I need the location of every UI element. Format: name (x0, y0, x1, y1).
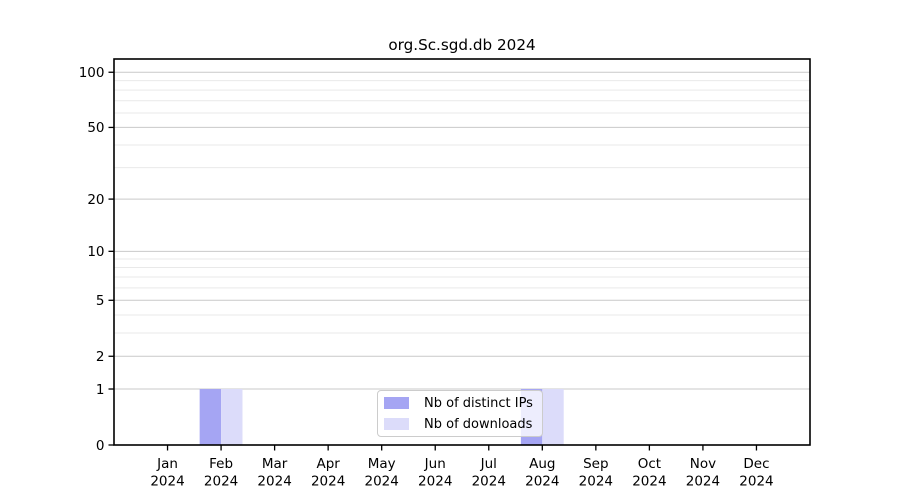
x-tick-label-month: Jul (480, 456, 497, 472)
x-tick-label-year: 2024 (632, 474, 666, 490)
plot-frame (113, 58, 811, 446)
x-tick-label-year: 2024 (150, 474, 184, 490)
y-tick-label: 2 (96, 349, 105, 365)
x-tick-label-month: Dec (743, 456, 769, 472)
x-tick-label-year: 2024 (739, 474, 773, 490)
y-tick-label: 0 (96, 438, 105, 454)
legend-swatch-distinct-ips-icon (384, 397, 409, 409)
y-tick-label: 5 (96, 293, 105, 309)
x-tick-label-year: 2024 (472, 474, 506, 490)
legend-label-distinct-ips: Nb of distinct IPs (424, 395, 533, 411)
y-tick-label: 50 (87, 120, 104, 136)
x-tick-label-month: Apr (316, 456, 340, 472)
x-tick-label-month: Jan (156, 456, 178, 472)
x-tick-label-year: 2024 (418, 474, 452, 490)
x-tick-label-year: 2024 (579, 474, 613, 490)
x-tick-label-year: 2024 (686, 474, 720, 490)
bar-downloads-feb (221, 389, 243, 445)
x-tick-label-month: Sep (583, 456, 608, 472)
legend-item-distinct-ips: Nb of distinct IPs (378, 393, 542, 414)
chart-title: org.Sc.sgd.db 2024 (388, 36, 536, 54)
x-tick-label-month: Mar (262, 456, 288, 472)
bar-downloads-aug (542, 389, 564, 445)
x-tick-label-year: 2024 (365, 474, 399, 490)
y-tick-label: 100 (79, 65, 105, 81)
x-tick-label-month: Nov (690, 456, 716, 472)
legend-swatch-downloads-icon (384, 418, 409, 430)
legend-label-downloads: Nb of downloads (424, 416, 533, 432)
legend: Nb of distinct IPs Nb of downloads (377, 390, 543, 437)
x-tick-label-year: 2024 (311, 474, 345, 490)
y-tick-label: 20 (87, 192, 104, 208)
x-tick-label-year: 2024 (204, 474, 238, 490)
x-tick-label-month: May (368, 456, 396, 472)
x-tick-label-year: 2024 (525, 474, 559, 490)
y-tick-label: 10 (87, 244, 104, 260)
x-tick-label-year: 2024 (257, 474, 291, 490)
y-tick-label: 1 (96, 382, 105, 398)
legend-item-downloads: Nb of downloads (378, 414, 542, 435)
x-tick-label-month: Oct (638, 456, 661, 472)
x-tick-label-month: Jun (424, 456, 446, 472)
x-tick-label-month: Feb (209, 456, 233, 472)
x-tick-label-month: Aug (529, 456, 555, 472)
bar-distinct-ips-feb (199, 389, 222, 445)
